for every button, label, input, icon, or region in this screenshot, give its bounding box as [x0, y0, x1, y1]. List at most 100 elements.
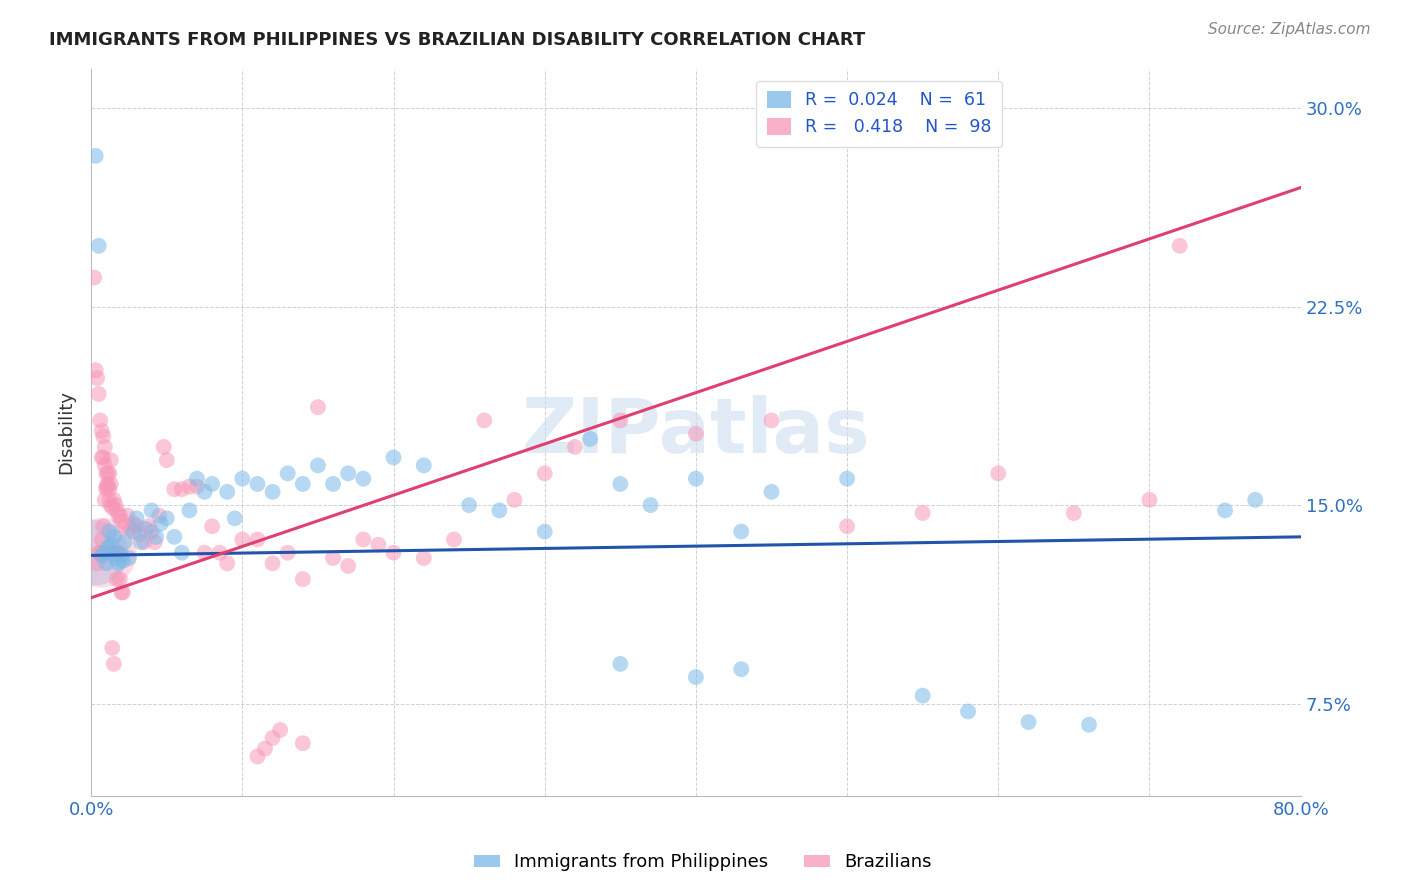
Point	[163, 482, 186, 496]
Point	[224, 511, 246, 525]
Point	[108, 572, 131, 586]
Point	[246, 533, 269, 547]
Point	[1168, 239, 1191, 253]
Point	[96, 467, 118, 481]
Point	[685, 670, 707, 684]
Point	[217, 557, 239, 571]
Point	[382, 450, 405, 465]
Point	[96, 479, 118, 493]
Point	[307, 401, 329, 415]
Point	[533, 467, 555, 481]
Point	[179, 479, 201, 493]
Point	[90, 450, 112, 465]
Point	[97, 467, 120, 481]
Point	[97, 477, 120, 491]
Point	[89, 546, 111, 560]
Point	[145, 530, 167, 544]
Point	[761, 413, 783, 427]
Point	[322, 477, 344, 491]
Point	[291, 572, 314, 586]
Point	[125, 511, 148, 525]
Point	[148, 508, 170, 523]
Point	[277, 546, 299, 560]
Point	[533, 524, 555, 539]
Point	[367, 538, 389, 552]
Point	[262, 557, 284, 571]
Point	[253, 741, 276, 756]
Point	[156, 453, 179, 467]
Point	[152, 440, 174, 454]
Text: ZIPatlas: ZIPatlas	[522, 395, 870, 469]
Point	[98, 467, 121, 481]
Point	[110, 549, 132, 563]
Point	[132, 535, 155, 549]
Point	[100, 477, 122, 491]
Point	[835, 472, 858, 486]
Point	[307, 458, 329, 473]
Point	[94, 458, 117, 473]
Point	[90, 546, 112, 560]
Point	[90, 549, 112, 563]
Point	[91, 450, 114, 465]
Point	[96, 557, 118, 571]
Point	[103, 657, 125, 671]
Point	[98, 524, 121, 539]
Point	[105, 572, 128, 586]
Point	[443, 533, 465, 547]
Point	[685, 426, 707, 441]
Point	[84, 363, 107, 377]
Point	[100, 498, 122, 512]
Point	[352, 472, 374, 486]
Point	[179, 503, 201, 517]
Point	[94, 492, 117, 507]
Point	[149, 516, 172, 531]
Point	[100, 453, 122, 467]
Point	[170, 482, 193, 496]
Point	[143, 535, 166, 549]
Point	[96, 482, 118, 496]
Point	[337, 467, 360, 481]
Point	[105, 503, 128, 517]
Point	[564, 440, 586, 454]
Point	[262, 731, 284, 745]
Point	[107, 508, 129, 523]
Point	[1244, 492, 1267, 507]
Point	[101, 640, 124, 655]
Point	[730, 662, 752, 676]
Point	[112, 535, 135, 549]
Point	[98, 492, 121, 507]
Point	[97, 541, 120, 555]
Point	[609, 477, 631, 491]
Point	[1139, 492, 1161, 507]
Text: Source: ZipAtlas.com: Source: ZipAtlas.com	[1208, 22, 1371, 37]
Point	[156, 511, 179, 525]
Point	[101, 546, 124, 560]
Point	[503, 492, 526, 507]
Point	[231, 472, 253, 486]
Point	[117, 508, 139, 523]
Point	[90, 533, 112, 547]
Point	[107, 557, 129, 571]
Legend: Immigrants from Philippines, Brazilians: Immigrants from Philippines, Brazilians	[467, 847, 939, 879]
Point	[122, 524, 145, 539]
Point	[911, 506, 934, 520]
Point	[609, 657, 631, 671]
Point	[104, 546, 127, 560]
Point	[125, 519, 148, 533]
Point	[128, 527, 150, 541]
Point	[87, 387, 110, 401]
Point	[103, 546, 125, 560]
Point	[107, 546, 129, 560]
Point	[685, 472, 707, 486]
Point	[170, 546, 193, 560]
Point	[94, 440, 117, 454]
Legend: R =  0.024    N =  61, R =   0.418    N =  98: R = 0.024 N = 61, R = 0.418 N = 98	[756, 81, 1001, 147]
Point	[488, 503, 510, 517]
Point	[337, 558, 360, 573]
Point	[83, 270, 105, 285]
Point	[186, 472, 208, 486]
Point	[835, 519, 858, 533]
Point	[111, 585, 134, 599]
Point	[911, 689, 934, 703]
Point	[94, 546, 117, 560]
